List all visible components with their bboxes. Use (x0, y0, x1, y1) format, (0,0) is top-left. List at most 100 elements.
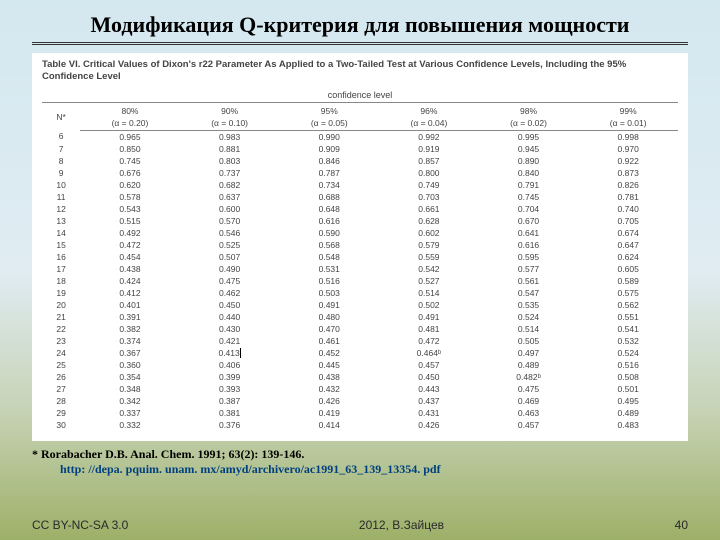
table-row: 110.5780.6370.6880.7030.7450.781 (42, 191, 678, 203)
cell-value: 0.452 (279, 347, 379, 360)
cell-value: 0.399 (180, 371, 280, 383)
cell-n: 10 (42, 179, 80, 191)
cell-n: 16 (42, 251, 80, 263)
cell-value: 0.424 (80, 275, 180, 287)
cell-value: 0.800 (379, 167, 479, 179)
data-table: N* 80% 90% 95% 96% 98% 99% (α = 0.20) (α… (42, 102, 678, 432)
col-header-alpha: (α = 0.04) (379, 117, 479, 131)
cell-value: 0.376 (180, 419, 280, 431)
slide-footer: CC BY-NC-SA 3.0 2012, В.Зайцев 40 (32, 518, 688, 532)
cell-value: 0.575 (578, 287, 678, 299)
cell-value: 0.461 (279, 335, 379, 347)
cell-value: 0.881 (180, 143, 280, 155)
cell-n: 15 (42, 239, 80, 251)
cell-value: 0.532 (578, 335, 678, 347)
cell-n: 7 (42, 143, 80, 155)
cell-value: 0.734 (279, 179, 379, 191)
cell-n: 24 (42, 347, 80, 360)
cell-value: 0.641 (479, 227, 579, 239)
cell-value: 0.450 (379, 371, 479, 383)
slide-title: Модификация Q-критерия для повышения мощ… (32, 12, 688, 38)
table-row: 120.5430.6000.6480.6610.7040.740 (42, 203, 678, 215)
table-row: 230.3740.4210.4610.4720.5050.532 (42, 335, 678, 347)
col-header-alpha: (α = 0.02) (479, 117, 579, 131)
table-row: 70.8500.8810.9090.9190.9450.970 (42, 143, 678, 155)
cell-value: 0.426 (279, 395, 379, 407)
cell-value: 0.624 (578, 251, 678, 263)
cell-value: 0.382 (80, 323, 180, 335)
cell-value: 0.342 (80, 395, 180, 407)
cell-value: 0.922 (578, 155, 678, 167)
cell-n: 20 (42, 299, 80, 311)
cell-value: 0.495 (578, 395, 678, 407)
cell-value: 0.787 (279, 167, 379, 179)
cell-value: 0.857 (379, 155, 479, 167)
cell-value: 0.995 (479, 130, 579, 143)
cell-value: 0.516 (279, 275, 379, 287)
cell-value: 0.492 (80, 227, 180, 239)
table-caption: Table VI. Critical Values of Dixon's r22… (42, 59, 678, 84)
cell-value: 0.590 (279, 227, 379, 239)
cell-value: 0.531 (279, 263, 379, 275)
table-row: 200.4010.4500.4910.5020.5350.562 (42, 299, 678, 311)
cell-value: 0.781 (578, 191, 678, 203)
cell-n: 12 (42, 203, 80, 215)
cell-value: 0.431 (379, 407, 479, 419)
cell-value: 0.670 (479, 215, 579, 227)
cell-value: 0.489 (479, 359, 579, 371)
cell-value: 0.745 (80, 155, 180, 167)
footer-page-number: 40 (675, 518, 688, 532)
cell-value: 0.524 (479, 311, 579, 323)
table-row: 290.3370.3810.4190.4310.4630.489 (42, 407, 678, 419)
cell-value: 0.628 (379, 215, 479, 227)
cell-n: 27 (42, 383, 80, 395)
cell-n: 29 (42, 407, 80, 419)
cell-value: 0.551 (578, 311, 678, 323)
col-header-alpha: (α = 0.10) (180, 117, 280, 131)
col-header-pct: 96% (379, 102, 479, 117)
cell-n: 22 (42, 323, 80, 335)
cell-value: 0.740 (578, 203, 678, 215)
cell-value: 0.704 (479, 203, 579, 215)
cell-value: 0.497 (479, 347, 579, 360)
cell-value: 0.546 (180, 227, 280, 239)
cell-n: 18 (42, 275, 80, 287)
cell-value: 0.541 (578, 323, 678, 335)
cell-value: 0.945 (479, 143, 579, 155)
cell-value: 0.840 (479, 167, 579, 179)
cell-value: 0.616 (479, 239, 579, 251)
table-container: Table VI. Critical Values of Dixon's r22… (32, 53, 688, 441)
citation-link[interactable]: http: //depa. pquim. unam. mx/amyd/archi… (60, 462, 688, 477)
cell-value: 0.542 (379, 263, 479, 275)
cell-value: 0.457 (479, 419, 579, 431)
title-divider (32, 42, 688, 45)
cell-value: 0.547 (479, 287, 579, 299)
cell-value: 0.737 (180, 167, 280, 179)
cell-value: 0.491 (279, 299, 379, 311)
cell-value: 0.391 (80, 311, 180, 323)
cell-value: 0.470 (279, 323, 379, 335)
cell-value: 0.472 (379, 335, 479, 347)
cell-n: 14 (42, 227, 80, 239)
cell-value: 0.570 (180, 215, 280, 227)
cell-n: 8 (42, 155, 80, 167)
cell-value: 0.421 (180, 335, 280, 347)
col-header-pct: 95% (279, 102, 379, 117)
table-row: 80.7450.8030.8460.8570.8900.922 (42, 155, 678, 167)
cell-value: 0.568 (279, 239, 379, 251)
cell-value: 0.525 (180, 239, 280, 251)
cell-value: 0.674 (578, 227, 678, 239)
col-header-pct: 98% (479, 102, 579, 117)
table-row: 160.4540.5070.5480.5590.5950.624 (42, 251, 678, 263)
cell-value: 0.661 (379, 203, 479, 215)
cell-value: 0.360 (80, 359, 180, 371)
cell-value: 0.437 (379, 395, 479, 407)
cell-value: 0.483 (578, 419, 678, 431)
table-row: 140.4920.5460.5900.6020.6410.674 (42, 227, 678, 239)
cell-value: 0.965 (80, 130, 180, 143)
cell-value: 0.412 (80, 287, 180, 299)
cell-value: 0.507 (180, 251, 280, 263)
cell-value: 0.469 (479, 395, 579, 407)
cell-value: 0.401 (80, 299, 180, 311)
cell-value: 0.489 (578, 407, 678, 419)
